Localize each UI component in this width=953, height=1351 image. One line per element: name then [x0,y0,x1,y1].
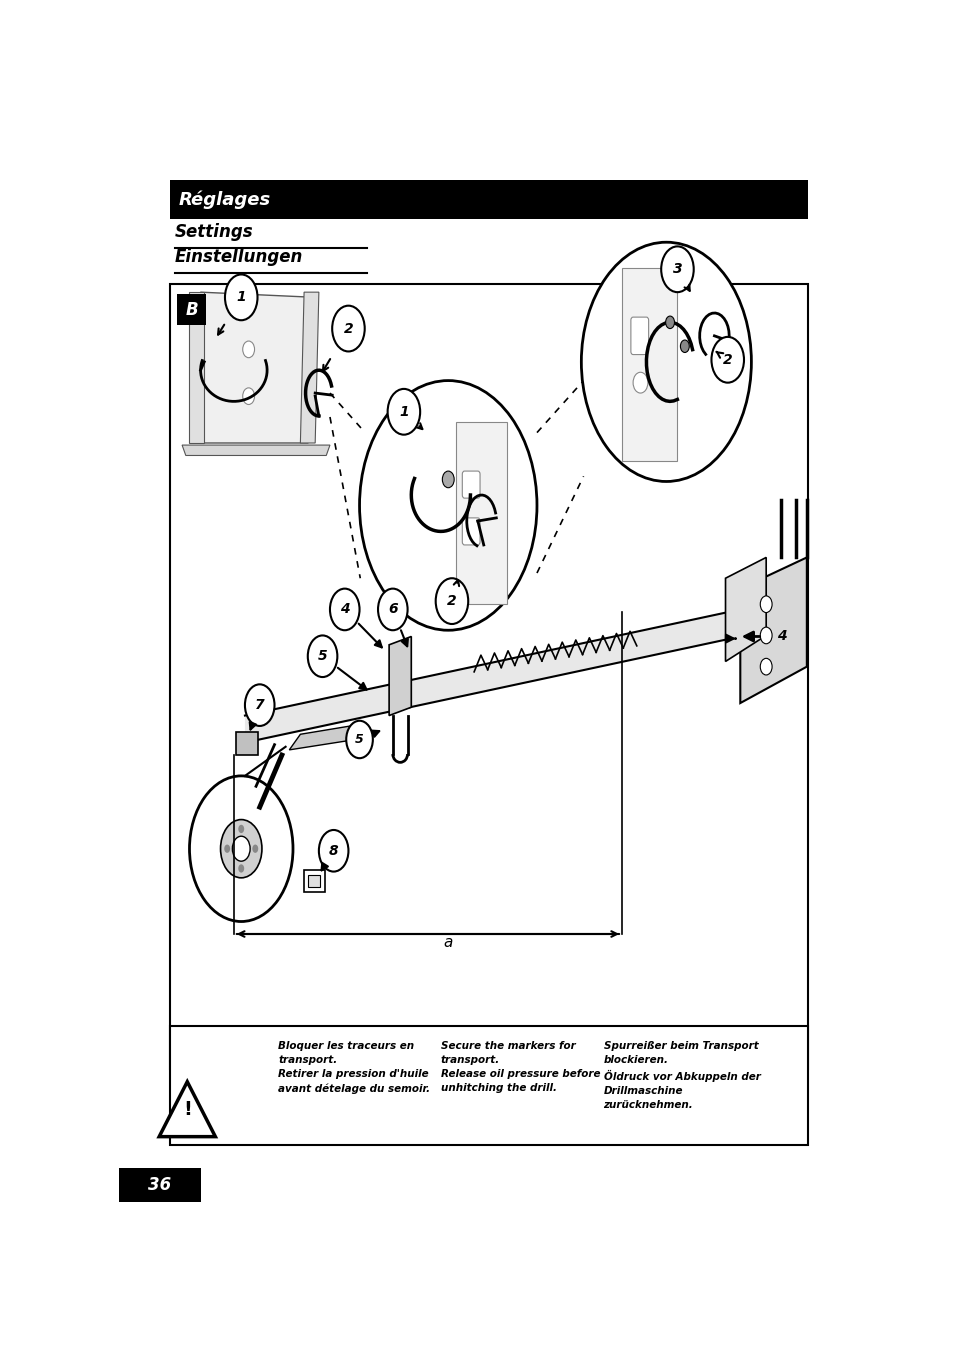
Text: 8: 8 [329,844,338,858]
Polygon shape [159,1082,215,1136]
Polygon shape [740,558,806,703]
Bar [304,870,324,893]
Circle shape [665,316,674,328]
Circle shape [233,836,250,861]
Circle shape [238,865,244,873]
Polygon shape [389,636,411,716]
Polygon shape [182,444,330,455]
Text: 4: 4 [339,603,349,616]
Text: Réglages: Réglages [178,190,271,209]
Bar [621,269,677,461]
Circle shape [359,381,537,630]
Bar [119,1169,200,1202]
Circle shape [760,658,771,676]
Bar [308,874,319,888]
Text: 2: 2 [722,353,732,366]
Text: 1: 1 [236,290,246,304]
Text: 36: 36 [148,1177,172,1194]
Circle shape [330,589,359,630]
Text: a: a [443,935,453,950]
Circle shape [711,336,743,382]
Circle shape [224,844,230,852]
Circle shape [220,820,262,878]
Polygon shape [289,724,363,750]
Circle shape [332,305,364,351]
Circle shape [346,720,373,758]
Circle shape [225,274,257,320]
Circle shape [633,373,647,393]
Circle shape [245,685,274,725]
Text: 2: 2 [343,322,353,335]
Bar [235,732,258,755]
Circle shape [377,589,407,630]
Circle shape [436,578,468,624]
Circle shape [242,388,254,404]
Bar [170,1025,807,1146]
Bar [170,180,807,219]
Circle shape [308,635,337,677]
Circle shape [679,340,689,353]
Circle shape [318,830,348,871]
FancyBboxPatch shape [462,471,479,499]
Text: 4: 4 [777,630,786,643]
Polygon shape [724,558,765,662]
Circle shape [442,471,454,488]
Bar [170,284,807,1069]
Text: Einstellungen: Einstellungen [174,249,303,266]
Text: Settings: Settings [174,223,253,242]
Polygon shape [190,292,204,443]
Text: B: B [185,301,198,319]
Text: !: ! [183,1100,192,1119]
Circle shape [580,242,751,481]
Circle shape [238,824,244,834]
Circle shape [242,340,254,358]
Text: 5: 5 [355,734,363,746]
Text: 1: 1 [398,405,408,419]
Bar [456,422,507,604]
Text: Secure the markers for
transport.
Release oil pressure before
unhitching the dri: Secure the markers for transport. Releas… [440,1042,599,1093]
Circle shape [760,596,771,612]
Circle shape [252,844,258,852]
FancyBboxPatch shape [462,517,479,544]
Polygon shape [300,292,318,443]
Polygon shape [196,292,314,443]
FancyBboxPatch shape [630,317,648,354]
Circle shape [387,389,419,435]
Text: 5: 5 [317,650,327,663]
Circle shape [760,627,771,644]
Text: Spurreißer beim Transport
blockieren.
Öldruck vor Abkuppeln der
Drillmaschine
zu: Spurreißer beim Transport blockieren. Öl… [603,1042,760,1111]
Text: 6: 6 [388,603,397,616]
Bar [176,295,206,326]
Text: 2: 2 [447,594,456,608]
Circle shape [660,246,693,292]
Circle shape [190,775,293,921]
Text: Bloquer les traceurs en
transport.
Retirer la pression d'huile
avant dételage du: Bloquer les traceurs en transport. Retir… [278,1042,430,1094]
Text: 7: 7 [254,698,264,712]
Polygon shape [245,607,755,743]
Text: 3: 3 [672,262,681,276]
